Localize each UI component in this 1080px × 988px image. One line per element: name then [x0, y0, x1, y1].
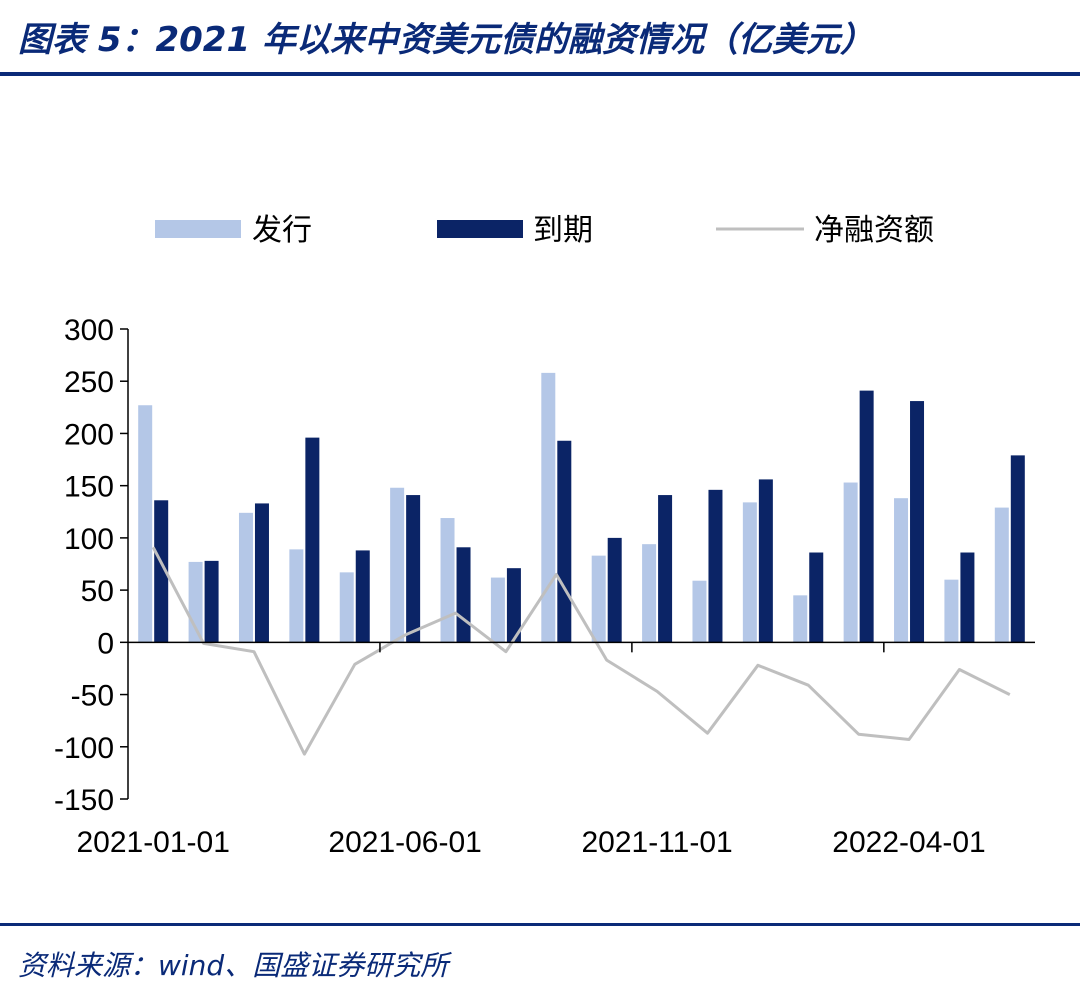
bar-maturity [658, 495, 673, 643]
bar-maturity [607, 537, 622, 643]
footer-rule [0, 923, 1080, 926]
bar-issuance [490, 577, 505, 643]
legend-label-issuance: 发行 [252, 213, 312, 248]
bar-maturity [557, 440, 572, 643]
bar-issuance [390, 487, 405, 643]
bar-issuance [894, 498, 909, 643]
bar-issuance [642, 544, 657, 643]
bar-issuance [541, 372, 556, 643]
bar-issuance [944, 579, 959, 643]
bar-maturity [456, 547, 471, 643]
y-tick-label: 150 [64, 471, 114, 504]
bar-maturity [254, 503, 269, 643]
bar-issuance [138, 405, 153, 643]
bar-issuance [793, 595, 808, 643]
source-note: 资料来源：wind、国盛证券研究所 [18, 949, 449, 982]
bar-issuance [843, 482, 858, 643]
bar-issuance [289, 549, 304, 643]
bar-maturity [859, 390, 874, 643]
legend-swatch-maturity [437, 220, 523, 238]
bar-maturity [809, 552, 824, 643]
y-tick-label: 200 [64, 418, 114, 451]
bar-maturity [758, 479, 773, 643]
bar-issuance [339, 572, 354, 643]
legend-swatch-issuance [155, 220, 241, 238]
y-tick-label: -50 [71, 680, 114, 713]
x-tick-label: 2021-01-01 [76, 826, 229, 859]
bar-maturity [1010, 455, 1025, 643]
x-tick-label: 2022-04-01 [832, 826, 985, 859]
x-tick-label: 2021-11-01 [581, 826, 732, 859]
line-net-financing [151, 546, 1011, 756]
bar-issuance [742, 502, 757, 643]
bar-issuance [238, 512, 253, 643]
bar-issuance [692, 580, 707, 643]
bar-maturity [406, 495, 421, 643]
y-tick-label: -100 [54, 732, 114, 765]
bar-maturity [355, 550, 370, 643]
bar-issuance [440, 518, 455, 643]
y-tick-label: 50 [81, 575, 114, 608]
chart-title: 图表 5：2021 年以来中资美元债的融资情况（亿美元） [18, 20, 874, 60]
title-rule [0, 72, 1080, 76]
bar-maturity [305, 437, 320, 643]
bar-issuance [591, 555, 606, 643]
bar-maturity [204, 560, 219, 643]
bar-maturity [154, 500, 169, 643]
y-tick-label: 0 [97, 627, 114, 660]
bar-maturity [960, 552, 975, 643]
bar-issuance [994, 507, 1009, 643]
legend-label-maturity: 到期 [533, 213, 593, 248]
x-tick-label: 2021-06-01 [328, 826, 481, 859]
y-tick-label: 100 [64, 523, 114, 556]
bar-maturity [506, 568, 521, 643]
y-tick-label: 300 [64, 314, 114, 347]
y-tick-label: 250 [64, 366, 114, 399]
y-tick-label: -150 [54, 784, 114, 817]
bar-maturity [708, 489, 723, 643]
legend-label-net: 净融资额 [814, 213, 934, 248]
bar-maturity [910, 401, 925, 643]
